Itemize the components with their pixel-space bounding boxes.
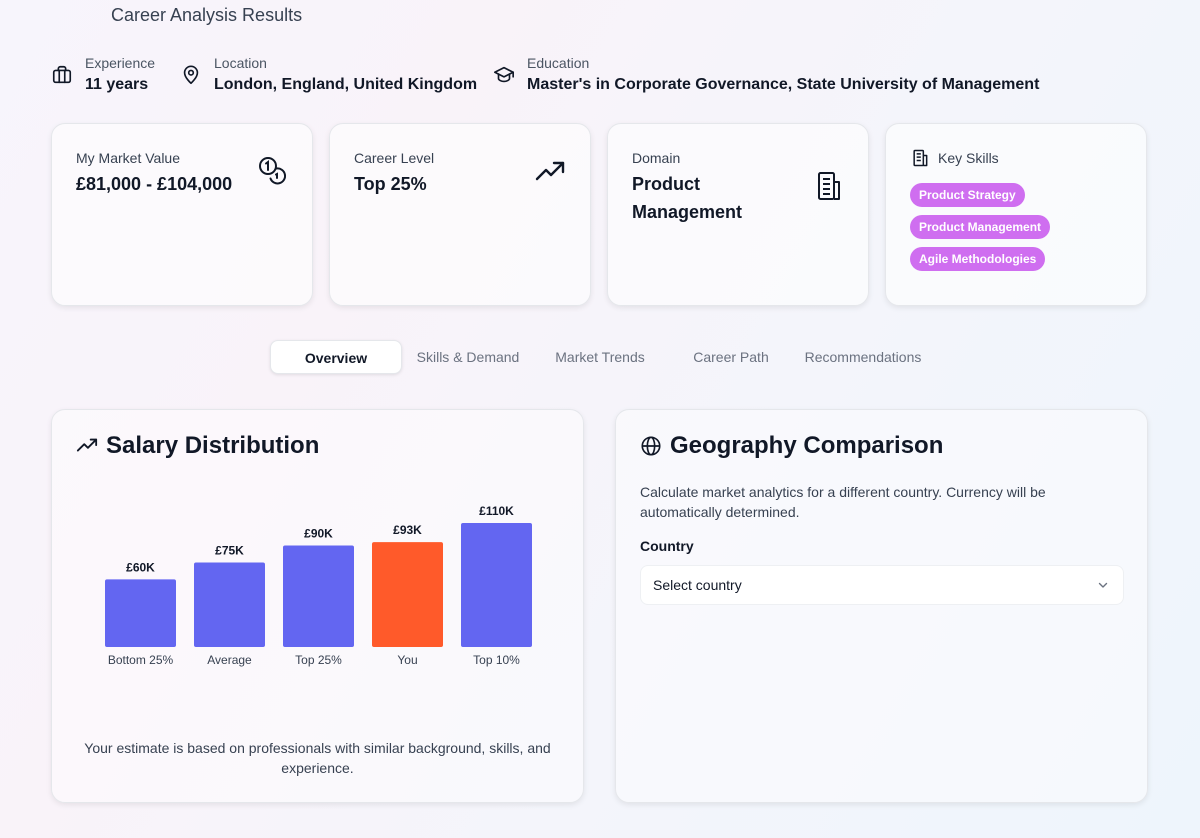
education-info: Education Master's in Corporate Governan… bbox=[493, 54, 1039, 98]
salary-bar bbox=[105, 579, 176, 647]
bar-category-label: Top 25% bbox=[295, 653, 342, 667]
market-value-card: My Market Value £81,000 - £104,000 bbox=[51, 123, 313, 306]
education-label: Education bbox=[527, 55, 590, 71]
tab-bar: Overview Skills & Demand Market Trends C… bbox=[268, 340, 934, 376]
tab-market-trends[interactable]: Market Trends bbox=[555, 349, 645, 365]
bar-value-label: £93K bbox=[393, 523, 422, 537]
domain-value: Product Management bbox=[632, 174, 743, 222]
experience-value: 11 years bbox=[85, 76, 149, 93]
geography-comparison-title: Geography Comparison bbox=[670, 432, 944, 459]
salary-bar bbox=[372, 542, 443, 647]
salary-footnote: Your estimate is based on professionals … bbox=[84, 740, 551, 776]
salary-bar bbox=[283, 545, 354, 647]
location-info: Location London, England, United Kingdom bbox=[180, 54, 477, 98]
building-small-icon bbox=[913, 149, 928, 167]
bar-category-label: You bbox=[397, 653, 417, 667]
domain-label: Domain bbox=[632, 150, 681, 166]
building-icon bbox=[818, 172, 840, 200]
location-label: Location bbox=[214, 55, 267, 71]
education-value: Master's in Corporate Governance, State … bbox=[527, 76, 1040, 93]
market-value-value: £81,000 - £104,000 bbox=[76, 174, 233, 194]
experience-info: Experience 11 years bbox=[51, 54, 155, 98]
page-title: Career Analysis Results bbox=[111, 5, 303, 25]
salary-bar bbox=[461, 523, 532, 647]
tab-career-path[interactable]: Career Path bbox=[693, 349, 769, 365]
bar-value-label: £90K bbox=[304, 527, 333, 541]
key-skills-card: Key Skills Product Strategy Product Mana… bbox=[885, 123, 1147, 306]
salary-distribution-title: Salary Distribution bbox=[106, 432, 320, 459]
skill-pill[interactable]: Product Strategy bbox=[910, 183, 1025, 207]
tab-recommendations[interactable]: Recommendations bbox=[804, 349, 922, 365]
coins-icon bbox=[259, 157, 287, 185]
career-level-card: Career Level Top 25% bbox=[329, 123, 591, 306]
market-value-label: My Market Value bbox=[76, 150, 180, 166]
bar-value-label: £75K bbox=[215, 543, 244, 557]
salary-distribution-panel: £60K Bottom 25% £75K Average £90K Top 25% £93K… bbox=[51, 409, 584, 803]
briefcase-icon bbox=[52, 65, 72, 84]
trending-up-icon bbox=[535, 161, 565, 181]
bar-value-label: £110K bbox=[479, 504, 514, 518]
salary-bar bbox=[194, 562, 265, 647]
career-level-label: Career Level bbox=[354, 150, 435, 166]
bar-value-label: £60K bbox=[126, 560, 155, 574]
salary-bar-chart: £60K Bottom 25% £75K Average £90K Top 25% £93K… bbox=[105, 504, 532, 667]
country-select-value: Select country bbox=[653, 577, 742, 593]
bar-category-label: Average bbox=[207, 653, 252, 667]
location-value: London, England, United Kingdom bbox=[214, 76, 478, 93]
graduation-cap-icon bbox=[494, 66, 514, 83]
country-select[interactable]: Select country bbox=[640, 565, 1124, 605]
country-label: Country bbox=[640, 538, 694, 554]
key-skills-label: Key Skills bbox=[938, 150, 999, 166]
trending-up-icon bbox=[76, 438, 98, 452]
skill-pill[interactable]: Product Management bbox=[910, 215, 1051, 239]
map-pin-icon bbox=[183, 65, 199, 85]
bar-category-label: Top 10% bbox=[473, 653, 520, 667]
geography-comparison-panel: Geography Comparison Calculate market an… bbox=[615, 409, 1148, 803]
domain-card: Domain Product Management bbox=[607, 123, 869, 306]
career-level-value: Top 25% bbox=[354, 174, 427, 194]
bar-category-label: Bottom 25% bbox=[108, 653, 174, 667]
geography-description: Calculate market analytics for a differe… bbox=[640, 484, 1046, 520]
chevron-down-icon bbox=[1098, 582, 1108, 588]
experience-label: Experience bbox=[85, 55, 156, 71]
globe-icon bbox=[641, 436, 661, 456]
tab-overview[interactable]: Overview bbox=[270, 340, 402, 374]
tab-skills-demand[interactable]: Skills & Demand bbox=[416, 349, 520, 365]
skill-pill[interactable]: Agile Methodologies bbox=[910, 247, 1046, 271]
